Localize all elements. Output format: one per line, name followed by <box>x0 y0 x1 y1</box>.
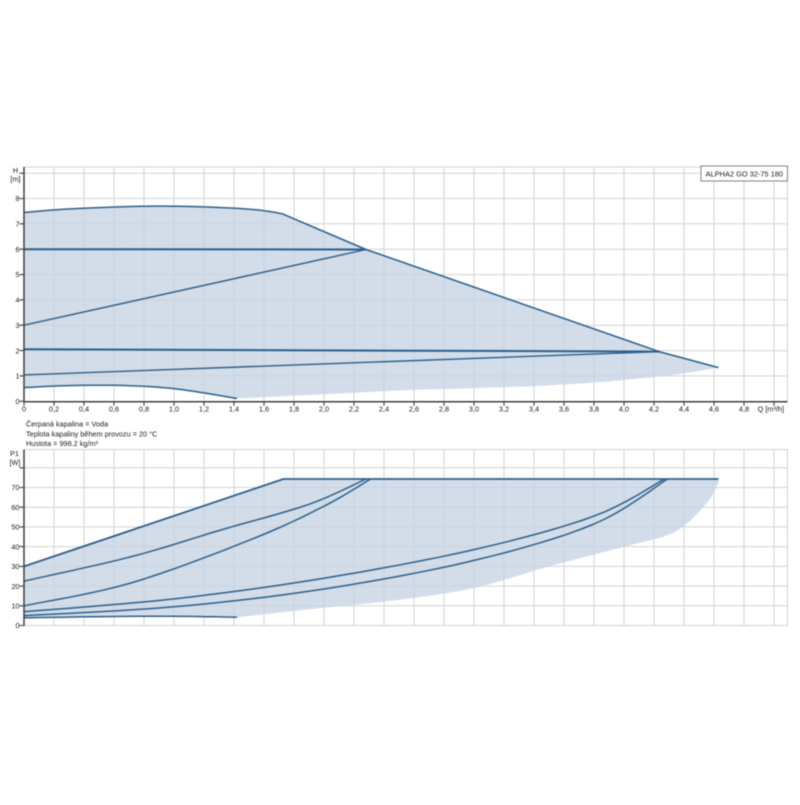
svg-text:0,8: 0,8 <box>139 405 149 414</box>
svg-text:[W]: [W] <box>10 458 21 467</box>
svg-text:1: 1 <box>15 372 19 381</box>
svg-text:0,6: 0,6 <box>109 405 119 414</box>
svg-text:Čerpaná kapalina = Voda: Čerpaná kapalina = Voda <box>26 420 109 429</box>
svg-text:3: 3 <box>15 321 19 330</box>
svg-text:Teplota kapaliny během provozu: Teplota kapaliny během provozu = 20 °C <box>26 429 157 438</box>
svg-text:10: 10 <box>11 602 19 611</box>
svg-text:Hustota = 998.2 kg/m³: Hustota = 998.2 kg/m³ <box>26 439 99 448</box>
svg-text:1,2: 1,2 <box>199 405 209 414</box>
svg-text:2,4: 2,4 <box>379 405 389 414</box>
svg-text:20: 20 <box>11 582 19 591</box>
svg-text:2,8: 2,8 <box>439 405 449 414</box>
svg-text:0,4: 0,4 <box>79 405 89 414</box>
svg-text:3,2: 3,2 <box>499 405 509 414</box>
svg-text:1,0: 1,0 <box>169 405 179 414</box>
svg-text:3,6: 3,6 <box>559 405 569 414</box>
svg-text:60: 60 <box>11 503 19 512</box>
svg-text:40: 40 <box>11 542 19 551</box>
svg-text:3,0: 3,0 <box>469 405 479 414</box>
svg-text:4,2: 4,2 <box>649 405 659 414</box>
svg-text:1,4: 1,4 <box>229 405 239 414</box>
svg-text:30: 30 <box>11 562 19 571</box>
svg-text:ALPHA2 GO 32-75 180: ALPHA2 GO 32-75 180 <box>706 169 783 178</box>
svg-text:2,2: 2,2 <box>349 405 359 414</box>
svg-text:5: 5 <box>15 270 19 279</box>
svg-text:6: 6 <box>15 245 19 254</box>
svg-text:7: 7 <box>15 220 19 229</box>
svg-text:4: 4 <box>15 296 19 305</box>
svg-text:P1: P1 <box>10 449 19 458</box>
svg-text:4,6: 4,6 <box>709 405 719 414</box>
svg-text:2,0: 2,0 <box>319 405 329 414</box>
svg-text:50: 50 <box>11 523 19 532</box>
svg-text:4,0: 4,0 <box>619 405 629 414</box>
svg-text:1,6: 1,6 <box>259 405 269 414</box>
svg-text:Q [m³/h]: Q [m³/h] <box>758 405 784 414</box>
svg-text:4,8: 4,8 <box>739 405 749 414</box>
svg-text:3,8: 3,8 <box>589 405 599 414</box>
svg-text:4,4: 4,4 <box>679 405 689 414</box>
svg-text:1,8: 1,8 <box>289 405 299 414</box>
svg-text:0: 0 <box>15 397 19 406</box>
svg-text:3,4: 3,4 <box>529 405 539 414</box>
svg-text:2,6: 2,6 <box>409 405 419 414</box>
svg-text:70: 70 <box>11 483 19 492</box>
svg-text:8: 8 <box>15 194 19 203</box>
svg-text:0: 0 <box>22 405 26 414</box>
svg-text:H: H <box>13 166 18 175</box>
svg-text:2: 2 <box>15 346 19 355</box>
svg-text:[m]: [m] <box>10 175 20 184</box>
svg-text:0: 0 <box>15 621 19 630</box>
svg-text:0,2: 0,2 <box>49 405 59 414</box>
